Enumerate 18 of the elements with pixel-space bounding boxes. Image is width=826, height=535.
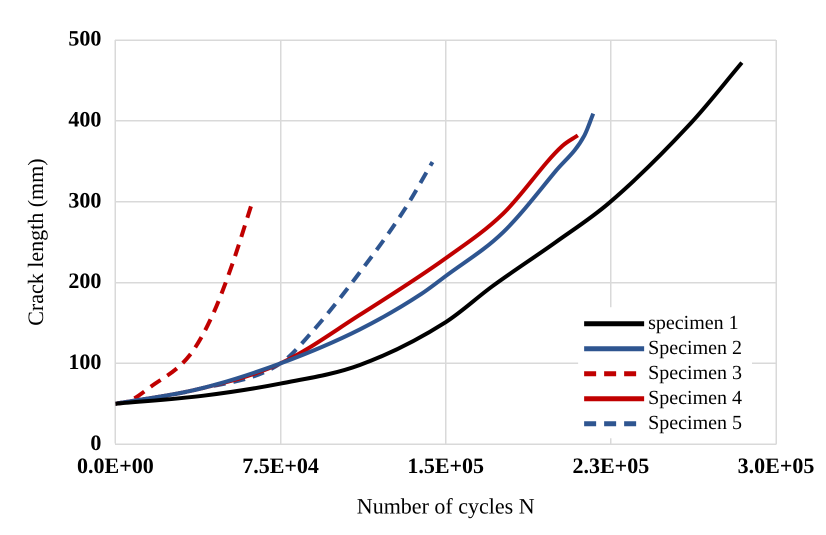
legend-label: Specimen 3 (648, 362, 742, 384)
y-tick-label: 400 (68, 106, 102, 132)
legend-label: specimen 1 (648, 312, 739, 334)
y-tick-label: 100 (68, 349, 102, 374)
y-tick-label: 300 (68, 187, 102, 212)
x-tick-label: 1.5E+05 (407, 453, 484, 478)
y-tick-label: 200 (68, 268, 102, 294)
legend-label: Specimen 4 (648, 386, 742, 409)
x-axis-title: Number of cycles N (356, 494, 535, 519)
y-axis-title: Crack length (mm) (22, 158, 48, 326)
y-tick-label: 500 (68, 26, 102, 51)
legend-label: Specimen 2 (648, 336, 742, 359)
legend-label: Specimen 5 (648, 412, 742, 434)
x-tick-label: 3.0E+05 (738, 453, 814, 478)
x-tick-label: 7.5E+04 (242, 453, 319, 478)
x-tick-label: 0.0E+00 (77, 453, 154, 478)
y-tick-label: 0 (90, 430, 102, 455)
x-tick-label: 2.3E+05 (572, 453, 650, 478)
